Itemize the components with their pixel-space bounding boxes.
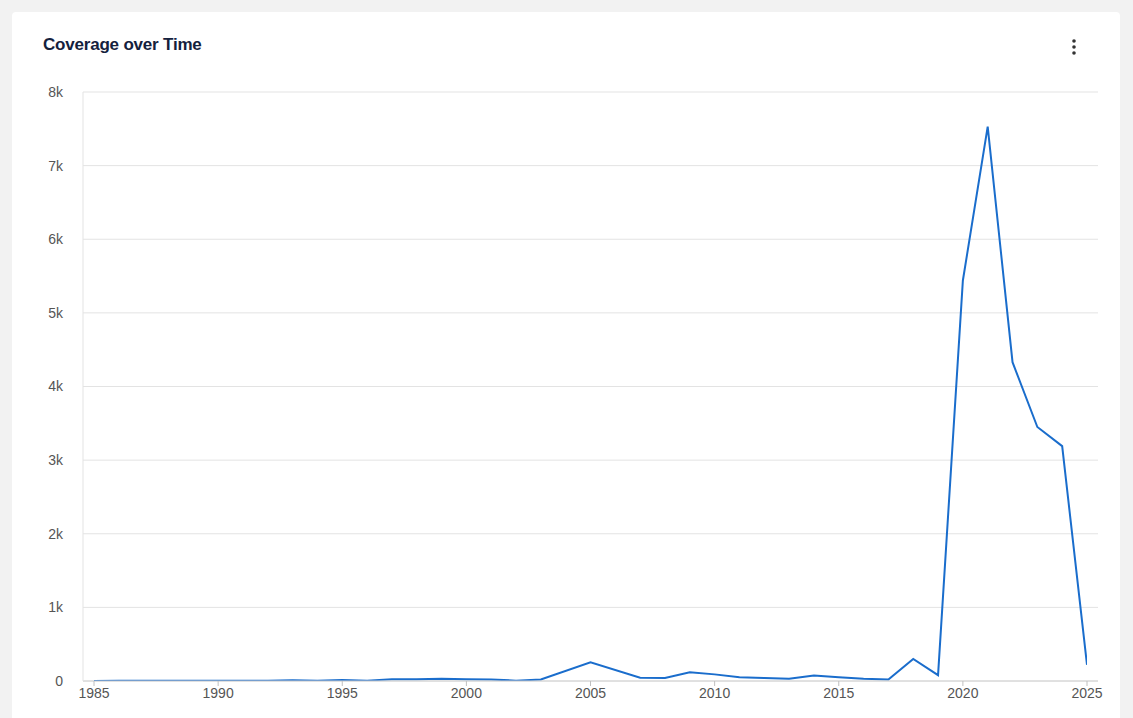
svg-text:1k: 1k — [48, 599, 64, 615]
svg-text:2025: 2025 — [1071, 685, 1102, 701]
svg-text:2000: 2000 — [451, 685, 482, 701]
svg-text:7k: 7k — [48, 158, 64, 174]
html-text:Coverage over Time: Coverage over Time — [43, 35, 202, 54]
svg-text:2010: 2010 — [699, 685, 730, 701]
svg-text:3k: 3k — [48, 452, 64, 468]
svg-text:4k: 4k — [48, 378, 64, 394]
svg-text:2k: 2k — [48, 526, 64, 542]
svg-text:8k: 8k — [48, 84, 64, 100]
svg-text:2020: 2020 — [947, 685, 978, 701]
svg-text:2015: 2015 — [823, 685, 854, 701]
svg-text:2005: 2005 — [575, 685, 606, 701]
svg-text:6k: 6k — [48, 231, 64, 247]
svg-text:1985: 1985 — [78, 685, 109, 701]
svg-text:5k: 5k — [48, 305, 64, 321]
svg-text:1995: 1995 — [327, 685, 358, 701]
svg-text:0: 0 — [55, 673, 63, 689]
svg-text:1990: 1990 — [203, 685, 234, 701]
